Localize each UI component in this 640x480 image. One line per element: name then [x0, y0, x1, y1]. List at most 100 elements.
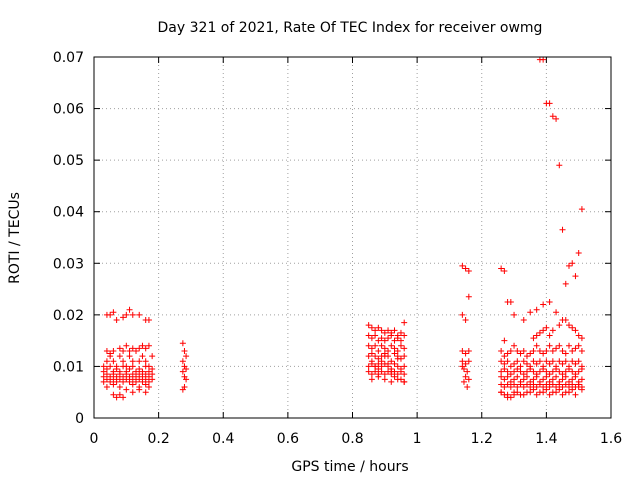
data-point	[565, 322, 572, 329]
data-point	[120, 358, 127, 365]
data-point	[126, 378, 133, 385]
data-point	[381, 329, 388, 336]
data-point	[149, 376, 156, 383]
data-point	[540, 350, 547, 357]
data-point	[375, 373, 382, 380]
data-point	[536, 329, 543, 336]
data-point	[139, 373, 146, 380]
y-axis-label: ROTI / TECUs	[7, 192, 23, 284]
data-point	[100, 368, 107, 375]
data-point	[181, 347, 188, 354]
y-tick-label: 0.01	[53, 359, 84, 375]
data-point	[543, 386, 550, 393]
data-point	[546, 391, 553, 398]
data-point	[459, 311, 466, 318]
data-point	[142, 381, 149, 388]
data-point	[145, 378, 152, 385]
data-point	[540, 366, 547, 373]
data-point	[507, 298, 514, 305]
data-point	[142, 345, 149, 352]
data-point	[549, 113, 556, 120]
data-point	[120, 394, 127, 401]
data-point	[520, 384, 527, 391]
data-point	[517, 381, 524, 388]
data-point	[397, 329, 404, 336]
data-point	[142, 358, 149, 365]
data-point	[110, 381, 117, 388]
data-point	[401, 371, 408, 378]
data-point	[100, 378, 107, 385]
data-point	[368, 335, 375, 342]
data-point	[511, 376, 518, 383]
data-point	[145, 317, 152, 324]
data-point	[549, 376, 556, 383]
data-point	[511, 342, 518, 349]
y-tick-label: 0.03	[53, 256, 84, 272]
data-point	[123, 376, 130, 383]
data-point	[569, 347, 576, 354]
data-point	[116, 353, 123, 360]
data-point	[498, 389, 505, 396]
data-point	[556, 322, 563, 329]
data-point	[372, 368, 379, 375]
data-point	[103, 371, 110, 378]
data-point	[365, 368, 372, 375]
data-point	[126, 347, 133, 354]
data-point	[565, 389, 572, 396]
data-point	[553, 345, 560, 352]
data-point	[385, 327, 392, 334]
y-tick-labels: 0 0.01 0.02 0.03 0.04 0.05 0.06 0.07	[53, 50, 84, 427]
data-point	[120, 373, 127, 380]
data-point	[116, 376, 123, 383]
data-point	[462, 373, 469, 380]
data-point	[183, 366, 190, 373]
data-point	[527, 384, 534, 391]
data-point	[368, 350, 375, 357]
data-point	[543, 324, 550, 331]
data-point	[556, 342, 563, 349]
data-point	[504, 381, 511, 388]
data-point	[533, 384, 540, 391]
data-point	[388, 332, 395, 339]
data-point	[533, 332, 540, 339]
data-point	[553, 309, 560, 316]
data-point	[381, 337, 388, 344]
data-point	[562, 381, 569, 388]
data-point	[507, 371, 514, 378]
data-point	[556, 162, 563, 169]
data-point	[378, 358, 385, 365]
data-point	[401, 332, 408, 339]
data-point	[464, 368, 471, 375]
data-point	[575, 384, 582, 391]
data-point	[368, 371, 375, 378]
data-point	[507, 347, 514, 354]
data-point	[501, 268, 508, 275]
x-tick-label: 1.6	[600, 431, 622, 447]
data-point	[388, 342, 395, 349]
data-point	[129, 376, 136, 383]
data-point	[549, 347, 556, 354]
data-point	[378, 327, 385, 334]
data-point	[365, 342, 372, 349]
data-point	[546, 100, 553, 107]
data-point	[397, 337, 404, 344]
data-point	[556, 381, 563, 388]
data-point	[375, 347, 382, 354]
data-point	[139, 368, 146, 375]
data-point	[129, 381, 136, 388]
data-point	[133, 378, 140, 385]
data-point	[501, 337, 508, 344]
data-point	[511, 311, 518, 318]
data-point	[565, 384, 572, 391]
data-point	[498, 381, 505, 388]
data-point	[394, 371, 401, 378]
data-point	[501, 391, 508, 398]
data-point	[578, 366, 585, 373]
data-point	[575, 342, 582, 349]
data-point	[378, 342, 385, 349]
data-point	[578, 386, 585, 393]
data-point	[569, 358, 576, 365]
data-point	[575, 358, 582, 365]
x-tick-label: 0	[90, 431, 99, 447]
data-point	[465, 358, 472, 365]
